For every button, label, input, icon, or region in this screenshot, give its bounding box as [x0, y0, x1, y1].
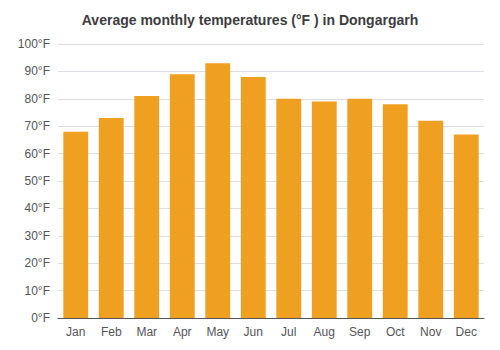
- svg-text:Average monthly temperatures (: Average monthly temperatures (°F ) in Do…: [82, 12, 418, 28]
- svg-text:Jun: Jun: [244, 325, 263, 339]
- svg-text:Jan: Jan: [66, 325, 85, 339]
- svg-text:50°F: 50°F: [25, 174, 50, 188]
- svg-text:0°F: 0°F: [31, 311, 50, 325]
- svg-text:Feb: Feb: [101, 325, 122, 339]
- svg-text:90°F: 90°F: [25, 64, 50, 78]
- svg-text:10°F: 10°F: [25, 284, 50, 298]
- svg-text:70°F: 70°F: [25, 119, 50, 133]
- svg-text:20°F: 20°F: [25, 256, 50, 270]
- svg-text:Aug: Aug: [314, 325, 335, 339]
- svg-text:30°F: 30°F: [25, 229, 50, 243]
- svg-text:60°F: 60°F: [25, 147, 50, 161]
- svg-text:Oct: Oct: [386, 325, 405, 339]
- svg-text:Apr: Apr: [173, 325, 192, 339]
- svg-text:Sep: Sep: [349, 325, 371, 339]
- svg-text:Mar: Mar: [136, 325, 157, 339]
- svg-text:80°F: 80°F: [25, 92, 50, 106]
- svg-text:Nov: Nov: [420, 325, 441, 339]
- svg-text:May: May: [206, 325, 229, 339]
- svg-text:Jul: Jul: [281, 325, 296, 339]
- svg-text:100°F: 100°F: [18, 37, 50, 51]
- svg-text:Dec: Dec: [456, 325, 477, 339]
- svg-text:40°F: 40°F: [25, 201, 50, 215]
